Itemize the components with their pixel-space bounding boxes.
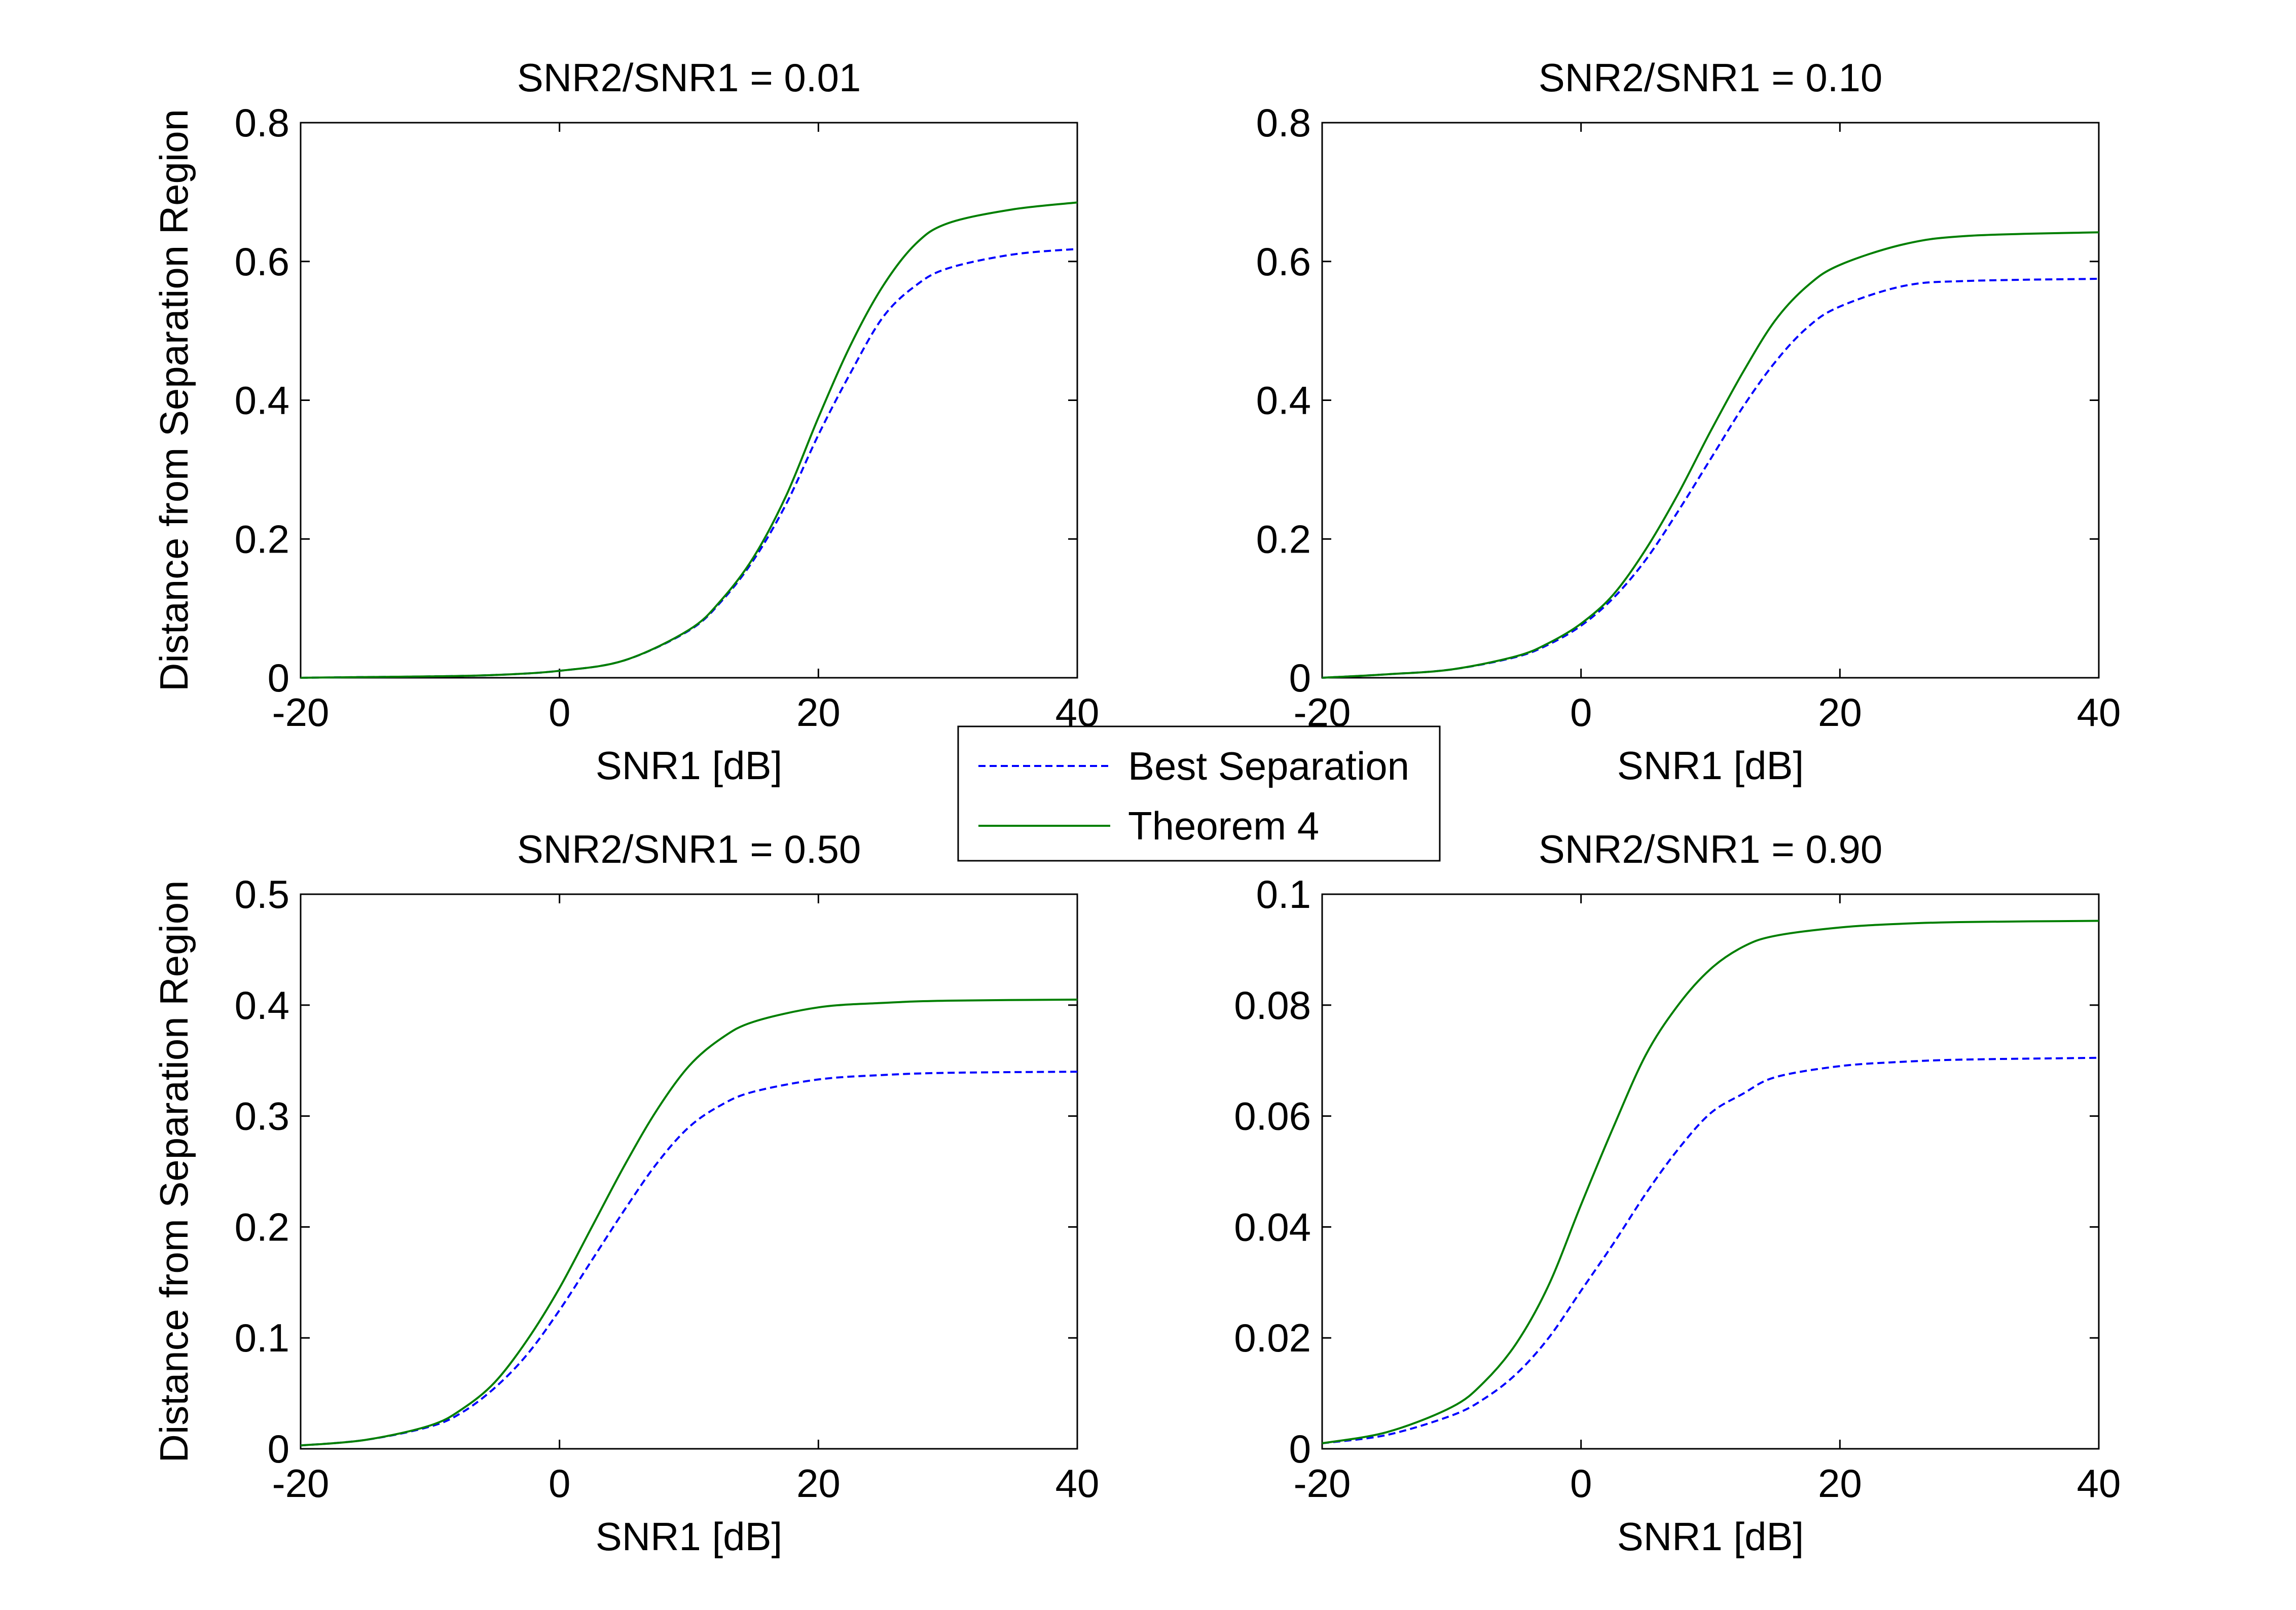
series-line-theorem-4: [300, 998, 1078, 1447]
x-tick-label: 0: [1570, 1461, 1592, 1506]
x-tick-label: 20: [796, 1461, 841, 1506]
legend-label-best-separation: Best Separation: [1128, 744, 1409, 788]
plot-area: [300, 893, 1078, 1450]
y-tick-label: 0.08: [1234, 983, 1311, 1028]
y-tick-label: 0.04: [1234, 1204, 1311, 1249]
series-line-theorem-4: [1322, 231, 2099, 679]
y-tick-label: 0.4: [1256, 378, 1311, 423]
x-tick-label: -20: [272, 690, 330, 735]
x-tick-label: 20: [1818, 690, 1862, 735]
plot-title: SNR2/SNR1 = 0.50: [517, 827, 861, 871]
legend-box: [957, 725, 1441, 862]
y-tick-label: 0.2: [235, 1204, 289, 1249]
y-tick-label: 0: [268, 655, 289, 700]
y-tick-label: 0.4: [235, 983, 289, 1028]
y-tick-label: 0.4: [235, 378, 289, 423]
x-tick-label: 0: [549, 1461, 570, 1506]
plot-title: SNR2/SNR1 = 0.01: [517, 55, 861, 100]
legend-label-theorem-4: Theorem 4: [1128, 803, 1319, 848]
series-line-theorem-4: [300, 201, 1078, 679]
series-line-theorem-4: [1322, 920, 2099, 1445]
legend: Best Separation Theorem 4: [957, 725, 1441, 862]
series-line-best-separation: [300, 1071, 1078, 1447]
y-tick-label: 0.8: [1256, 100, 1311, 145]
x-tick-label: -20: [272, 1461, 330, 1506]
y-tick-label: 0.3: [235, 1094, 289, 1139]
x-tick-label: 20: [1818, 1461, 1862, 1506]
plot-area: [1321, 893, 2100, 1450]
x-tick-label: 40: [2077, 690, 2121, 735]
x-tick-label: -20: [1294, 1461, 1351, 1506]
series-line-best-separation: [1322, 278, 2099, 679]
plot-title: SNR2/SNR1 = 0.10: [1539, 55, 1883, 100]
x-tick-label: 0: [549, 690, 570, 735]
plot-title: SNR2/SNR1 = 0.90: [1539, 827, 1883, 871]
y-tick-label: 0.8: [235, 100, 289, 145]
x-axis-label: SNR1 [dB]: [596, 743, 782, 788]
y-tick-label: 0.6: [235, 239, 289, 284]
x-tick-label: 40: [1055, 1461, 1100, 1506]
y-axis-label: Distance from Separation Region: [152, 109, 196, 691]
x-axis-label: SNR1 [dB]: [1617, 743, 1804, 788]
y-tick-label: 0.1: [235, 1315, 289, 1360]
y-tick-label: 0.02: [1234, 1315, 1311, 1360]
y-tick-label: 0.2: [1256, 517, 1311, 561]
y-tick-label: 0.06: [1234, 1094, 1311, 1139]
y-tick-label: 0: [1289, 655, 1311, 700]
y-tick-label: 0.2: [235, 517, 289, 561]
x-axis-label: SNR1 [dB]: [1617, 1514, 1804, 1559]
x-tick-label: 0: [1570, 690, 1592, 735]
x-tick-label: 20: [796, 690, 841, 735]
y-tick-label: 0: [268, 1426, 289, 1471]
x-axis-label: SNR1 [dB]: [596, 1514, 782, 1559]
series-line-best-separation: [1322, 1056, 2099, 1445]
y-tick-label: 0: [1289, 1426, 1311, 1471]
x-tick-label: 40: [2077, 1461, 2121, 1506]
y-tick-label: 0.6: [1256, 239, 1311, 284]
y-tick-label: 0.5: [235, 872, 289, 917]
y-tick-label: 0.1: [1256, 872, 1311, 917]
y-axis-label: Distance from Separation Region: [152, 881, 196, 1463]
